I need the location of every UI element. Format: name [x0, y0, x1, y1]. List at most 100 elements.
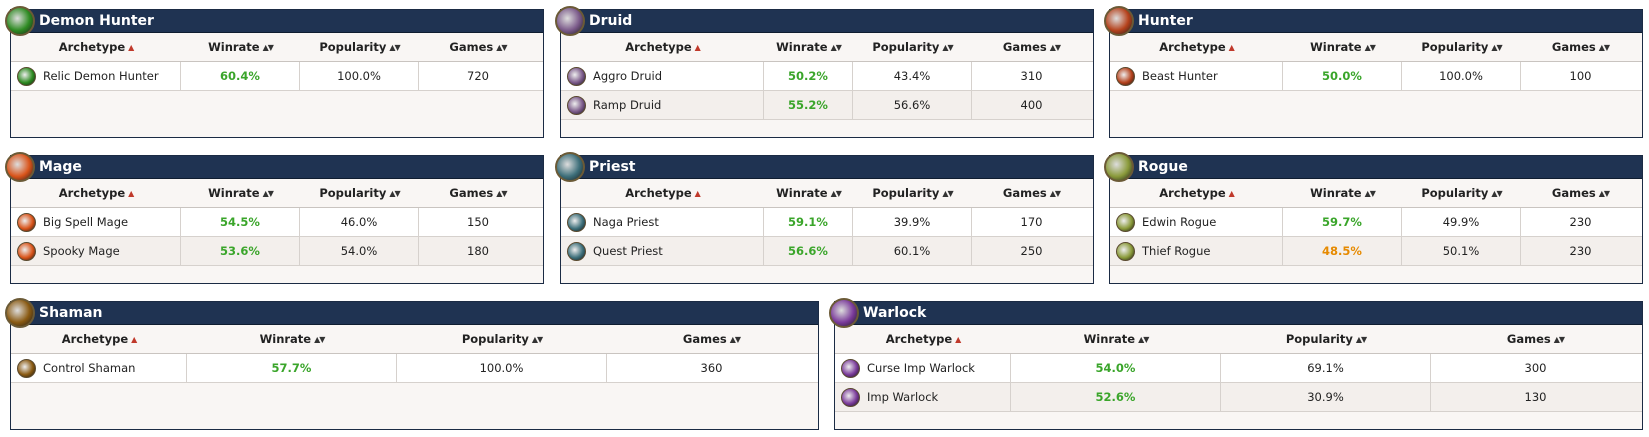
column-header-games[interactable]: Games ▲▼: [419, 179, 537, 207]
sort-both-icon[interactable]: ▲▼: [1049, 42, 1061, 52]
archetype-name[interactable]: Relic Demon Hunter: [43, 69, 159, 83]
sort-both-icon[interactable]: ▲▼: [389, 42, 400, 52]
column-header-archetype[interactable]: Archetype ▲: [835, 325, 1011, 353]
column-header-popularity[interactable]: Popularity ▲▼: [1402, 179, 1521, 207]
table-row[interactable]: Spooky Mage 53.6% 54.0% 180: [11, 237, 543, 266]
table-row[interactable]: Aggro Druid 50.2% 43.4% 310: [561, 62, 1093, 91]
column-header-winrate[interactable]: Winrate ▲▼: [1283, 33, 1402, 61]
archetype-cell[interactable]: Naga Priest: [561, 208, 764, 236]
column-header-archetype[interactable]: Archetype ▲: [11, 33, 181, 61]
sort-both-icon[interactable]: ▲▼: [1553, 334, 1565, 344]
column-header-archetype[interactable]: Archetype ▲: [561, 33, 764, 61]
column-header-winrate[interactable]: Winrate ▲▼: [181, 179, 300, 207]
column-header-popularity[interactable]: Popularity ▲▼: [300, 179, 419, 207]
table-row[interactable]: Edwin Rogue 59.7% 49.9% 230: [1110, 208, 1642, 237]
sort-asc-icon[interactable]: ▲: [694, 42, 701, 52]
table-row[interactable]: Imp Warlock 52.6% 30.9% 130: [835, 383, 1642, 412]
archetype-cell[interactable]: Thief Rogue: [1110, 237, 1283, 265]
column-header-archetype[interactable]: Archetype ▲: [1110, 33, 1283, 61]
column-header-winrate[interactable]: Winrate ▲▼: [181, 33, 300, 61]
column-header-games[interactable]: Games ▲▼: [1431, 325, 1640, 353]
archetype-name[interactable]: Naga Priest: [593, 215, 659, 229]
table-row[interactable]: Naga Priest 59.1% 39.9% 170: [561, 208, 1093, 237]
sort-both-icon[interactable]: ▲▼: [1491, 188, 1502, 198]
sort-both-icon[interactable]: ▲▼: [262, 42, 274, 52]
archetype-name[interactable]: Beast Hunter: [1142, 69, 1218, 83]
archetype-cell[interactable]: Ramp Druid: [561, 91, 764, 119]
sort-both-icon[interactable]: ▲▼: [262, 188, 274, 198]
archetype-name[interactable]: Control Shaman: [43, 361, 136, 375]
column-header-archetype[interactable]: Archetype ▲: [561, 179, 764, 207]
sort-both-icon[interactable]: ▲▼: [314, 334, 325, 344]
column-header-popularity[interactable]: Popularity ▲▼: [853, 33, 972, 61]
sort-asc-icon[interactable]: ▲: [1228, 42, 1235, 52]
sort-both-icon[interactable]: ▲▼: [1138, 334, 1149, 344]
table-row[interactable]: Quest Priest 56.6% 60.1% 250: [561, 237, 1093, 266]
archetype-cell[interactable]: Quest Priest: [561, 237, 764, 265]
sort-both-icon[interactable]: ▲▼: [531, 334, 543, 344]
archetype-name[interactable]: Thief Rogue: [1142, 244, 1211, 258]
archetype-cell[interactable]: Beast Hunter: [1110, 62, 1283, 90]
column-header-winrate[interactable]: Winrate ▲▼: [764, 179, 853, 207]
column-header-games[interactable]: Games ▲▼: [607, 325, 816, 353]
sort-asc-icon[interactable]: ▲: [955, 334, 961, 344]
column-header-games[interactable]: Games ▲▼: [419, 33, 537, 61]
sort-both-icon[interactable]: ▲▼: [729, 334, 741, 344]
column-header-winrate[interactable]: Winrate ▲▼: [187, 325, 397, 353]
archetype-cell[interactable]: Spooky Mage: [11, 237, 181, 265]
sort-asc-icon[interactable]: ▲: [694, 188, 701, 198]
column-header-popularity[interactable]: Popularity ▲▼: [397, 325, 607, 353]
column-header-archetype[interactable]: Archetype ▲: [11, 179, 181, 207]
archetype-name[interactable]: Quest Priest: [593, 244, 663, 258]
archetype-cell[interactable]: Edwin Rogue: [1110, 208, 1283, 236]
column-header-winrate[interactable]: Winrate ▲▼: [1283, 179, 1402, 207]
column-header-games[interactable]: Games ▲▼: [972, 179, 1091, 207]
sort-both-icon[interactable]: ▲▼: [1049, 188, 1061, 198]
sort-asc-icon[interactable]: ▲: [1228, 188, 1235, 198]
archetype-name[interactable]: Curse Imp Warlock: [867, 361, 975, 375]
table-row[interactable]: Relic Demon Hunter 60.4% 100.0% 720: [11, 62, 543, 91]
archetype-name[interactable]: Aggro Druid: [593, 69, 662, 83]
archetype-cell[interactable]: Aggro Druid: [561, 62, 764, 90]
archetype-name[interactable]: Edwin Rogue: [1142, 215, 1217, 229]
table-row[interactable]: Beast Hunter 50.0% 100.0% 100: [1110, 62, 1642, 91]
sort-both-icon[interactable]: ▲▼: [1364, 188, 1376, 198]
sort-both-icon[interactable]: ▲▼: [1598, 188, 1610, 198]
column-header-popularity[interactable]: Popularity ▲▼: [300, 33, 419, 61]
archetype-name[interactable]: Spooky Mage: [43, 244, 120, 258]
sort-both-icon[interactable]: ▲▼: [942, 188, 953, 198]
sort-both-icon[interactable]: ▲▼: [830, 188, 842, 198]
sort-both-icon[interactable]: ▲▼: [496, 42, 507, 52]
sort-both-icon[interactable]: ▲▼: [1364, 42, 1376, 52]
table-row[interactable]: Big Spell Mage 54.5% 46.0% 150: [11, 208, 543, 237]
archetype-name[interactable]: Imp Warlock: [867, 390, 939, 404]
column-header-popularity[interactable]: Popularity ▲▼: [1402, 33, 1521, 61]
column-header-popularity[interactable]: Popularity ▲▼: [853, 179, 972, 207]
sort-both-icon[interactable]: ▲▼: [830, 42, 842, 52]
archetype-name[interactable]: Big Spell Mage: [43, 215, 129, 229]
archetype-cell[interactable]: Imp Warlock: [835, 383, 1011, 411]
sort-both-icon[interactable]: ▲▼: [1355, 334, 1367, 344]
sort-both-icon[interactable]: ▲▼: [496, 188, 507, 198]
table-row[interactable]: Control Shaman 57.7% 100.0% 360: [11, 354, 818, 383]
archetype-cell[interactable]: Control Shaman: [11, 354, 187, 382]
table-row[interactable]: Thief Rogue 48.5% 50.1% 230: [1110, 237, 1642, 266]
sort-asc-icon[interactable]: ▲: [131, 334, 137, 344]
column-header-winrate[interactable]: Winrate ▲▼: [764, 33, 853, 61]
column-header-archetype[interactable]: Archetype ▲: [1110, 179, 1283, 207]
sort-both-icon[interactable]: ▲▼: [1491, 42, 1502, 52]
sort-both-icon[interactable]: ▲▼: [1598, 42, 1610, 52]
sort-asc-icon[interactable]: ▲: [128, 42, 134, 52]
archetype-cell[interactable]: Curse Imp Warlock: [835, 354, 1011, 382]
column-header-popularity[interactable]: Popularity ▲▼: [1221, 325, 1431, 353]
sort-both-icon[interactable]: ▲▼: [389, 188, 400, 198]
table-row[interactable]: Curse Imp Warlock 54.0% 69.1% 300: [835, 354, 1642, 383]
archetype-cell[interactable]: Relic Demon Hunter: [11, 62, 181, 90]
column-header-games[interactable]: Games ▲▼: [1521, 33, 1640, 61]
table-row[interactable]: Ramp Druid 55.2% 56.6% 400: [561, 91, 1093, 120]
sort-both-icon[interactable]: ▲▼: [942, 42, 953, 52]
column-header-archetype[interactable]: Archetype ▲: [11, 325, 187, 353]
archetype-name[interactable]: Ramp Druid: [593, 98, 662, 112]
column-header-games[interactable]: Games ▲▼: [972, 33, 1091, 61]
column-header-winrate[interactable]: Winrate ▲▼: [1011, 325, 1221, 353]
